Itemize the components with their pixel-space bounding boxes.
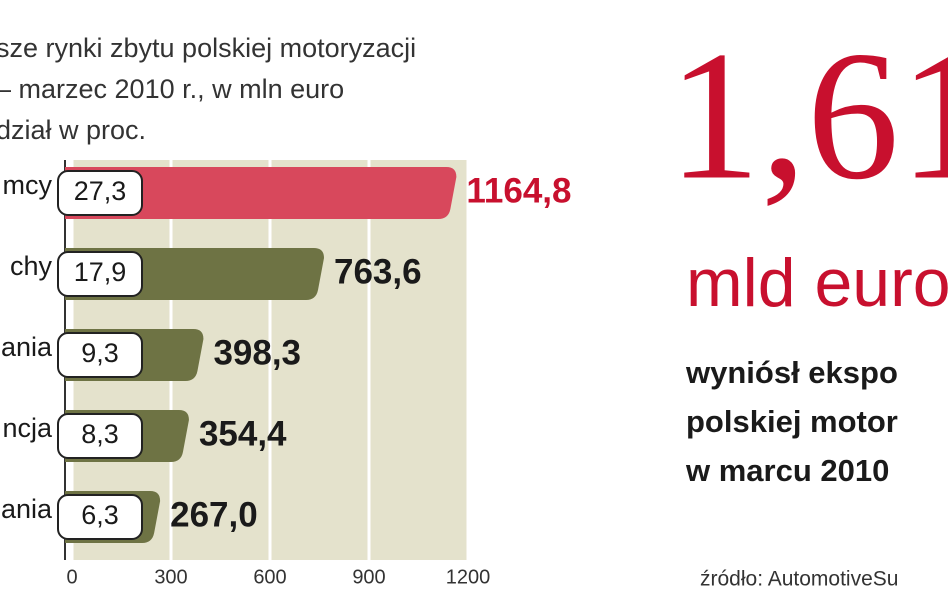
value-label: 354,4: [199, 414, 287, 453]
share-label: 6,3: [81, 500, 119, 530]
value-label: 1164,8: [466, 171, 571, 210]
share-label: 17,9: [74, 257, 127, 287]
category-label: chy: [10, 251, 53, 281]
category-label: mcy: [3, 170, 53, 200]
source: źródło: AutomotiveSu: [700, 568, 898, 591]
share-box: [57, 251, 143, 297]
callout-line: w marcu 2010: [685, 453, 889, 488]
category-label: ania: [1, 494, 53, 524]
category-label: ania: [1, 332, 53, 362]
title-line: – marzec 2010 r., w mln euro: [0, 74, 344, 104]
callout-line: polskiej motor: [686, 404, 898, 439]
value-label: 763,6: [334, 252, 422, 291]
share-box: [57, 494, 143, 540]
share-label: 9,3: [81, 338, 119, 368]
bar: [65, 167, 457, 219]
share-box: [57, 332, 143, 378]
x-tick-label: 600: [253, 566, 286, 588]
callout-line: wyniósł ekspo: [685, 355, 898, 390]
headline-value: 1,61: [668, 13, 948, 218]
value-label: 267,0: [170, 495, 258, 534]
x-tick-label: 900: [352, 566, 385, 588]
headline-unit: mld euro: [686, 245, 948, 321]
value-label: 398,3: [213, 333, 301, 372]
share-box: [57, 170, 143, 216]
share-label: 8,3: [81, 419, 119, 449]
title-line: sze rynki zbytu polskiej motoryzacji: [0, 33, 416, 63]
x-tick-label: 0: [66, 566, 77, 588]
share-box: [57, 413, 143, 459]
x-tick-label: 1200: [446, 566, 491, 588]
title-line: dział w proc.: [0, 115, 146, 145]
x-tick-label: 300: [154, 566, 187, 588]
category-label: ncja: [2, 413, 53, 443]
share-label: 27,3: [74, 176, 127, 206]
